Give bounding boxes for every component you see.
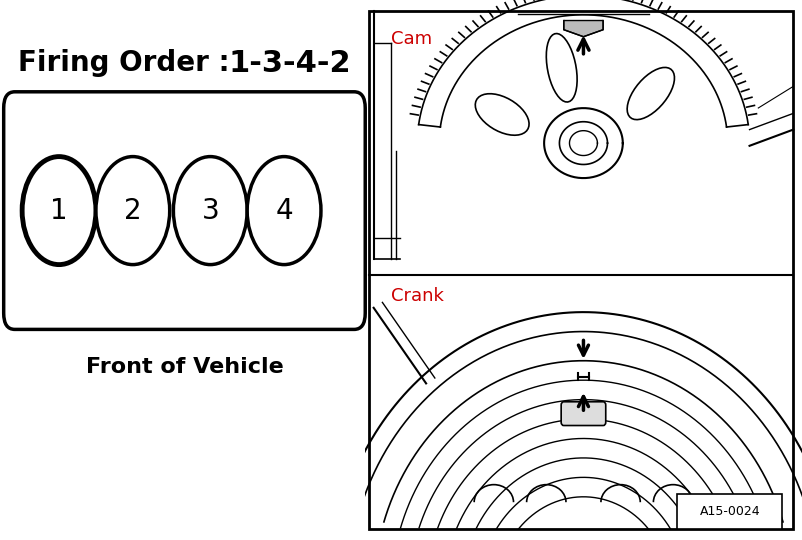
- Circle shape: [96, 157, 170, 265]
- Circle shape: [22, 157, 96, 265]
- FancyBboxPatch shape: [678, 494, 782, 529]
- Polygon shape: [476, 94, 529, 135]
- Text: Front of Vehicle: Front of Vehicle: [86, 357, 283, 377]
- Text: 2: 2: [124, 197, 142, 225]
- FancyBboxPatch shape: [561, 402, 606, 426]
- Polygon shape: [546, 33, 577, 102]
- Circle shape: [173, 157, 247, 265]
- Polygon shape: [627, 68, 674, 120]
- Text: Firing Order :: Firing Order :: [18, 49, 240, 77]
- FancyBboxPatch shape: [369, 11, 793, 529]
- FancyBboxPatch shape: [4, 92, 365, 329]
- Text: Cam: Cam: [391, 30, 432, 48]
- Text: 3: 3: [201, 197, 219, 225]
- Text: 4: 4: [275, 197, 293, 225]
- Text: 1-3-4-2: 1-3-4-2: [229, 49, 351, 78]
- Text: Crank: Crank: [391, 287, 444, 305]
- Text: A15-0024: A15-0024: [699, 505, 760, 518]
- Circle shape: [247, 157, 321, 265]
- Text: 1: 1: [51, 197, 68, 225]
- Polygon shape: [564, 21, 603, 37]
